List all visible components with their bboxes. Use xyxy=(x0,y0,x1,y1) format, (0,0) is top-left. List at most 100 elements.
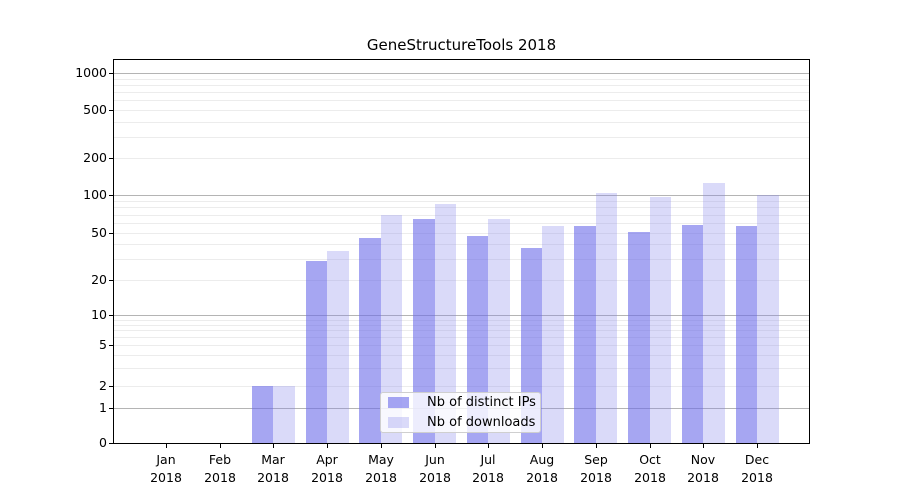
bar-downloads-sep xyxy=(595,193,618,443)
gridline-minor-500 xyxy=(114,110,809,111)
bar-downloads-aug xyxy=(542,225,564,443)
x-tick-label-aug: Aug 2018 xyxy=(526,452,558,485)
bar-downloads-mar xyxy=(273,386,295,443)
x-tick-jul xyxy=(488,444,489,448)
gridline-minor-70 xyxy=(114,215,809,216)
y-tick-label-1000: 1000 xyxy=(75,65,107,80)
x-tick-label-dec: Dec 2018 xyxy=(741,452,773,485)
gridline-minor-400 xyxy=(114,122,809,123)
bar-downloads-dec xyxy=(757,195,779,443)
y-tick-500 xyxy=(109,110,113,111)
bar-downloads-oct xyxy=(649,196,672,443)
gridline-minor-600 xyxy=(114,100,809,101)
gridline-major-100 xyxy=(114,195,809,196)
gridline-minor-80 xyxy=(114,207,809,208)
y-tick-0 xyxy=(109,443,113,444)
gridline-minor-3 xyxy=(114,368,809,369)
gridline-minor-7 xyxy=(114,330,809,331)
y-tick-label-10: 10 xyxy=(91,307,107,322)
chart-title: GeneStructureTools 2018 xyxy=(366,36,557,54)
y-tick-label-0: 0 xyxy=(99,435,107,450)
gridline-minor-700 xyxy=(114,92,809,93)
y-tick-label-2: 2 xyxy=(99,378,107,393)
x-tick-label-sep: Sep 2018 xyxy=(580,452,612,485)
y-tick-2 xyxy=(109,386,113,387)
gridline-minor-300 xyxy=(114,137,809,138)
x-tick-feb xyxy=(220,444,221,448)
x-tick-oct xyxy=(650,444,651,448)
y-tick-200 xyxy=(109,158,113,159)
y-tick-5 xyxy=(109,345,113,346)
gridline-minor-60 xyxy=(114,223,809,224)
x-tick-mar xyxy=(273,444,274,448)
gridline-minor-20 xyxy=(114,280,809,281)
x-tick-nov xyxy=(703,444,704,448)
legend-label-downloads: Nb of downloads xyxy=(427,415,536,430)
y-tick-label-50: 50 xyxy=(91,225,107,240)
x-tick-aug xyxy=(542,444,543,448)
plot-area xyxy=(113,59,810,444)
legend-item-downloads: Nb of downloads xyxy=(387,415,536,430)
bar-downloads-jun xyxy=(434,203,457,443)
x-tick-label-mar: Mar 2018 xyxy=(257,452,289,485)
legend-item-distinct-ips: Nb of distinct IPs xyxy=(387,395,536,410)
bar-distinct-ips-oct xyxy=(628,231,650,443)
y-tick-10 xyxy=(109,315,113,316)
gridline-minor-2 xyxy=(114,386,809,387)
gridline-minor-30 xyxy=(114,259,809,260)
gridline-minor-5 xyxy=(114,345,809,346)
legend-swatch-distinct-ips xyxy=(388,397,409,408)
x-tick-label-jul: Jul 2018 xyxy=(472,452,504,485)
y-tick-label-1: 1 xyxy=(99,400,107,415)
gridline-minor-6 xyxy=(114,337,809,338)
bar-distinct-ips-jun xyxy=(413,218,435,443)
x-tick-label-oct: Oct 2018 xyxy=(634,452,666,485)
gridline-minor-4 xyxy=(114,355,809,356)
x-tick-label-feb: Feb 2018 xyxy=(204,452,236,485)
y-tick-100 xyxy=(109,195,113,196)
x-tick-label-apr: Apr 2018 xyxy=(311,452,343,485)
gridline-minor-50 xyxy=(114,233,809,234)
bar-distinct-ips-jul xyxy=(466,236,489,443)
y-tick-50 xyxy=(109,233,113,234)
bar-downloads-nov xyxy=(703,183,725,443)
legend: Nb of distinct IPs Nb of downloads xyxy=(380,392,541,433)
x-tick-label-nov: Nov 2018 xyxy=(687,452,719,485)
bar-downloads-jul xyxy=(488,218,510,443)
x-tick-may xyxy=(381,444,382,448)
gridline-minor-9 xyxy=(114,320,809,321)
y-tick-1000 xyxy=(109,73,113,74)
gridline-minor-200 xyxy=(114,158,809,159)
legend-label-distinct-ips: Nb of distinct IPs xyxy=(427,395,536,410)
y-tick-label-5: 5 xyxy=(99,337,107,352)
y-tick-20 xyxy=(109,280,113,281)
x-tick-jan xyxy=(166,444,167,448)
bar-distinct-ips-may xyxy=(359,238,381,443)
x-tick-jun xyxy=(435,444,436,448)
x-tick-label-jan: Jan 2018 xyxy=(150,452,182,485)
x-tick-label-jun: Jun 2018 xyxy=(419,452,451,485)
gridline-minor-40 xyxy=(114,244,809,245)
y-tick-1 xyxy=(109,408,113,409)
x-tick-label-may: May 2018 xyxy=(365,452,397,485)
bar-downloads-apr xyxy=(327,251,349,443)
y-tick-label-200: 200 xyxy=(83,150,107,165)
gridline-minor-800 xyxy=(114,85,809,86)
gridline-minor-8 xyxy=(114,325,809,326)
bar-distinct-ips-nov xyxy=(681,224,704,443)
gridline-major-1000 xyxy=(114,73,809,74)
x-tick-dec xyxy=(757,444,758,448)
bar-distinct-ips-mar xyxy=(251,386,274,443)
x-tick-sep xyxy=(596,444,597,448)
y-tick-label-500: 500 xyxy=(83,102,107,117)
gridline-minor-900 xyxy=(114,79,809,80)
bar-distinct-ips-apr xyxy=(305,260,328,443)
y-tick-label-20: 20 xyxy=(91,272,107,287)
y-tick-label-100: 100 xyxy=(83,187,107,202)
bar-distinct-ips-dec xyxy=(735,225,757,443)
bar-downloads-may xyxy=(380,215,403,443)
bar-distinct-ips-sep xyxy=(574,225,596,443)
gridline-major-10 xyxy=(114,315,809,316)
gridline-minor-90 xyxy=(114,201,809,202)
